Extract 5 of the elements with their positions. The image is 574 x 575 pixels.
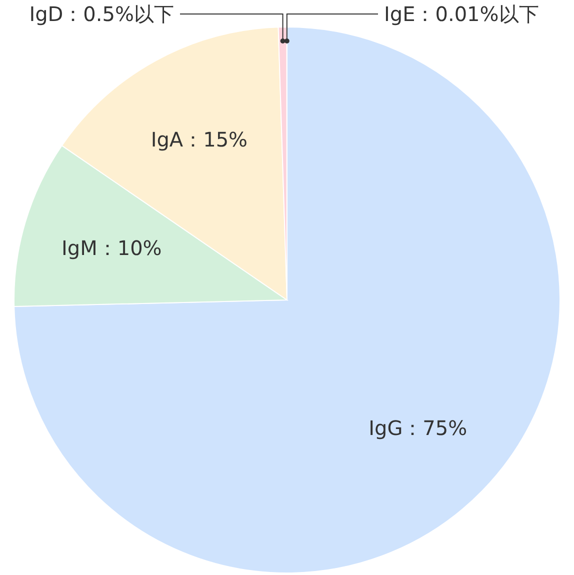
slice-label: IgE：0.01%以下 [384, 2, 539, 26]
slice-label: IgD：0.5%以下 [29, 2, 174, 26]
slice-label: IgA：15% [150, 128, 248, 152]
slice-label: IgM：10% [62, 236, 162, 260]
slice-label: IgG：75% [368, 416, 468, 440]
